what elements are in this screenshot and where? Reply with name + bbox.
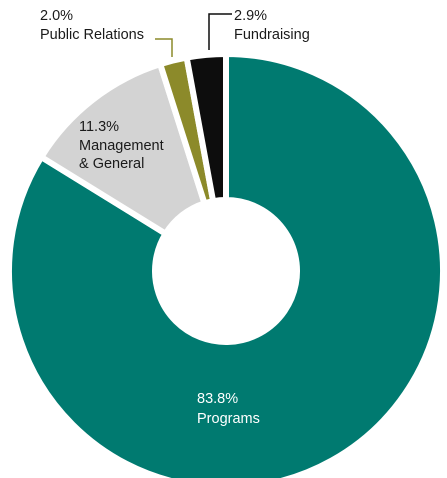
label-fundraising-name: Fundraising [234, 27, 310, 43]
label-fundraising-value: 2.9% [234, 8, 267, 24]
leader-line-public-relations [155, 38, 173, 57]
label-management-value: 11.3% [79, 119, 119, 135]
label-management-line2: & General [79, 156, 144, 172]
leader-line-fundraising [208, 13, 232, 50]
slice-programs [6, 50, 446, 478]
label-public-relations-name: Public Relations [40, 27, 144, 43]
label-public-relations-value: 2.0% [40, 8, 73, 24]
slice-fundraising [183, 50, 229, 205]
label-management-line1: Management [79, 138, 164, 154]
label-programs-value: 83.8% [197, 391, 238, 407]
donut-slices [6, 50, 446, 478]
slice-management-general [37, 60, 209, 238]
label-programs-name: Programs [197, 411, 260, 427]
